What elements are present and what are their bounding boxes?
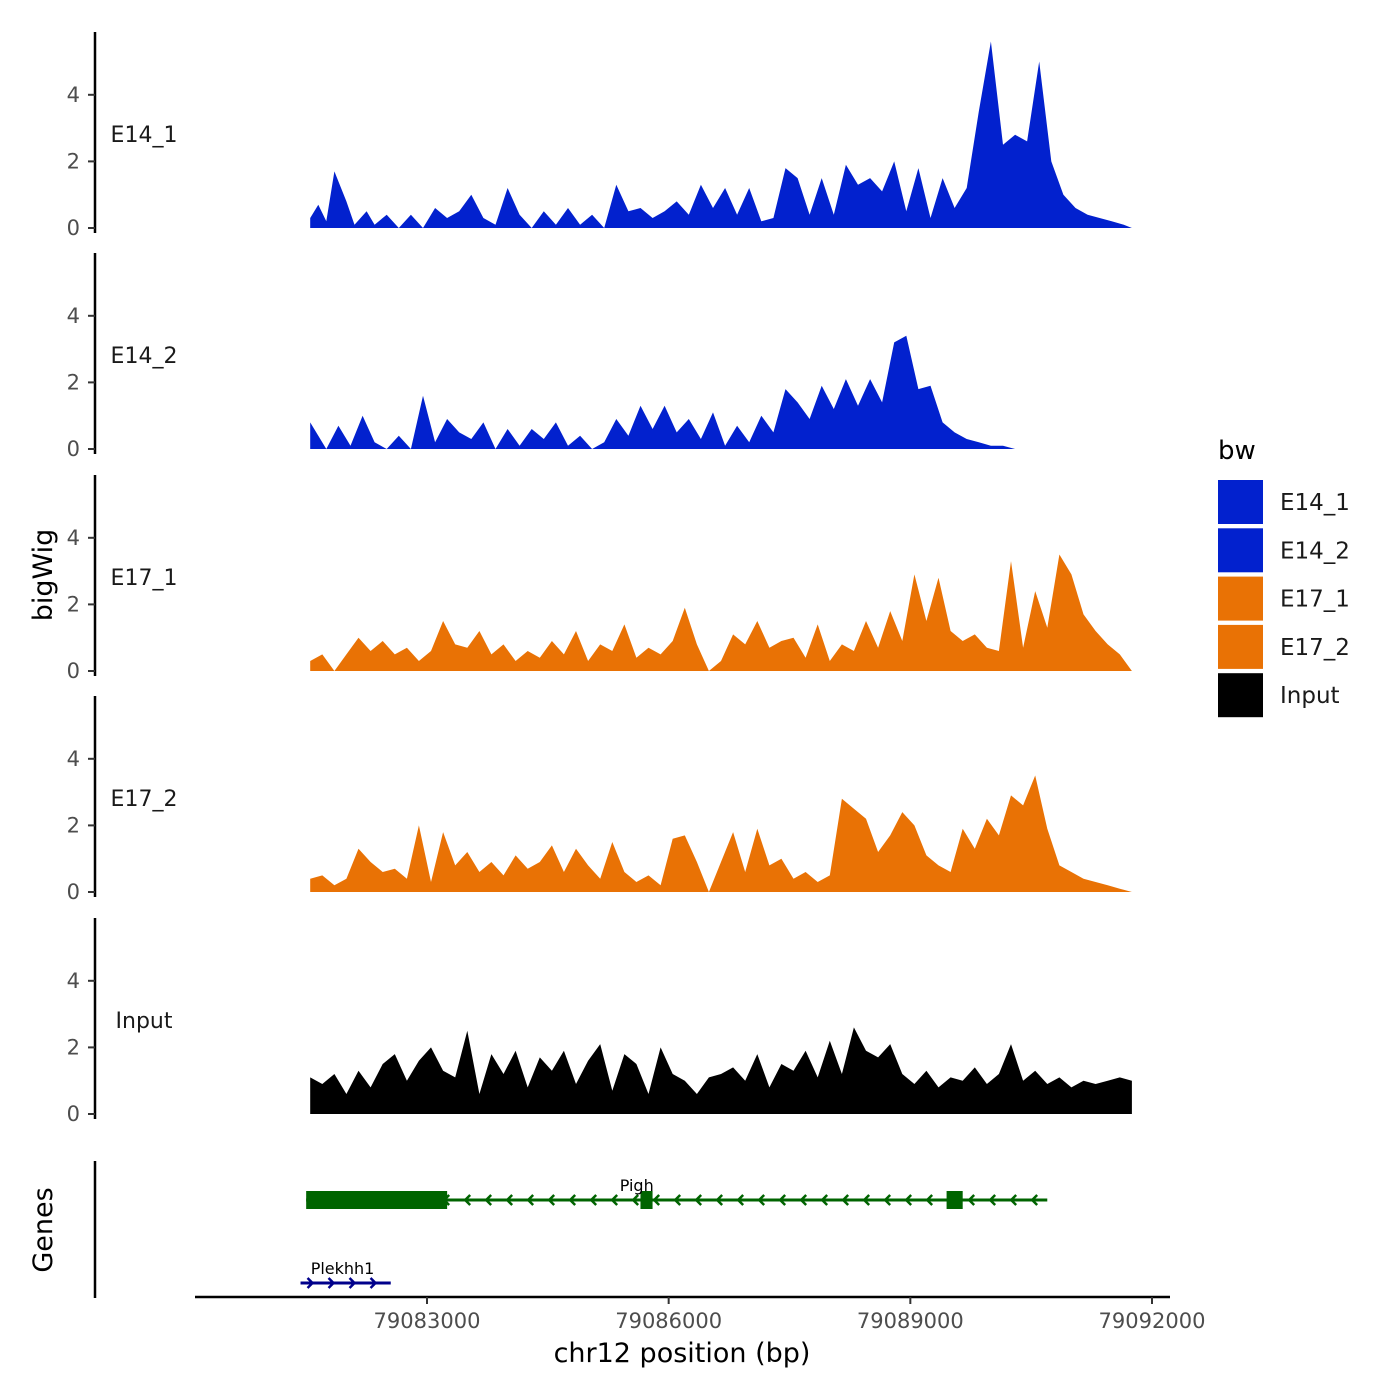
y-tick-label: 2: [67, 592, 80, 616]
strand-arrow: [463, 1194, 472, 1206]
y-tick-label: 4: [67, 747, 80, 771]
y-tick-label: 4: [67, 526, 80, 550]
strand-arrow: [348, 1277, 357, 1289]
strand-arrow: [757, 1194, 766, 1206]
strand-arrow: [841, 1194, 850, 1206]
track-input: 0 2 4 Input: [67, 918, 1132, 1126]
legend-key-input: [1218, 673, 1263, 718]
x-tick-label: 79086000: [615, 1309, 722, 1333]
strand-arrow: [631, 1194, 640, 1206]
y-tick-label: 0: [67, 1102, 80, 1126]
signal-area-e14_1: [310, 41, 1132, 228]
y-tick-label: 0: [67, 880, 80, 904]
legend-key-e17_1: [1218, 576, 1263, 621]
strand-arrow: [862, 1194, 871, 1206]
strand-arrow: [327, 1277, 336, 1289]
strand-arrow: [369, 1277, 378, 1289]
gene-exon: [640, 1191, 653, 1209]
legend-label: E17_1: [1280, 587, 1350, 613]
y-tick-label: 0: [67, 216, 80, 240]
strand-arrow: [610, 1194, 619, 1206]
track-label: E17_1: [111, 566, 178, 591]
track-e14_2: 0 2 4 E14_2: [67, 253, 1132, 461]
y-tick-label: 0: [67, 659, 80, 683]
signal-tracks: 0 2 4 E14_1 0 2 4 E14_2 0 2 4 E17_1 0 2 4 E17_2 0 2 4 Input: [67, 32, 1132, 1126]
gene-name-label: Pigh: [620, 1176, 654, 1195]
track-label: E17_2: [111, 787, 178, 812]
track-label: Input: [116, 1009, 173, 1034]
strand-arrow: [925, 1194, 934, 1206]
x-tick-label: 79083000: [374, 1309, 481, 1333]
strand-arrow: [967, 1194, 976, 1206]
x-axis-title: chr12 position (bp): [554, 1338, 811, 1369]
strand-arrow: [589, 1194, 598, 1206]
signal-area-e17_2: [310, 775, 1132, 892]
strand-arrow: [1009, 1194, 1018, 1206]
gene-name-label: Plekhh1: [311, 1259, 375, 1278]
y-axis-title: bigWig: [28, 529, 59, 622]
strand-arrow: [484, 1194, 493, 1206]
genes-panel: Pigh Plekhh1: [93, 1161, 1048, 1298]
strand-arrow: [904, 1194, 913, 1206]
strand-arrow: [526, 1194, 535, 1206]
y-tick-label: 4: [67, 83, 80, 107]
strand-arrow: [736, 1194, 745, 1206]
y-tick-label: 2: [67, 370, 80, 394]
gene-exon: [946, 1191, 963, 1209]
track-e14_1: 0 2 4 E14_1: [67, 32, 1132, 240]
strand-arrow: [883, 1194, 892, 1206]
legend-label: E17_2: [1280, 635, 1350, 661]
strand-arrow: [652, 1194, 661, 1206]
y-tick-label: 4: [67, 304, 80, 328]
legend-label: E14_2: [1280, 538, 1350, 564]
track-e17_2: 0 2 4 E17_2: [67, 696, 1132, 904]
legend-label: Input: [1280, 683, 1340, 709]
track-label: E14_2: [111, 344, 178, 369]
strand-arrow: [799, 1194, 808, 1206]
legend-title: bw: [1218, 436, 1256, 466]
strand-arrow: [1030, 1194, 1039, 1206]
legend-key-e17_2: [1218, 624, 1263, 669]
strand-arrow: [694, 1194, 703, 1206]
gene-exon: [306, 1191, 448, 1209]
signal-area-e14_2: [310, 335, 1132, 449]
strand-arrow: [505, 1194, 514, 1206]
y-tick-label: 2: [67, 1035, 80, 1059]
strand-arrow: [568, 1194, 577, 1206]
legend-key-e14_1: [1218, 480, 1263, 524]
x-axis: 79083000 79086000 79089000 79092000: [195, 1295, 1206, 1333]
strand-arrow: [988, 1194, 997, 1206]
x-tick-label: 79092000: [1099, 1309, 1206, 1333]
strand-arrow: [547, 1194, 556, 1206]
legend-label: E14_1: [1280, 490, 1350, 516]
signal-area-e17_1: [310, 554, 1132, 671]
y-tick-label: 4: [67, 969, 80, 993]
strand-arrow: [778, 1194, 787, 1206]
x-tick-label: 79089000: [857, 1309, 964, 1333]
signal-area-input: [310, 1027, 1132, 1114]
gene-plekhh1: Plekhh1: [300, 1259, 391, 1289]
y-tick-label: 2: [67, 813, 80, 837]
gene-pigh: Pigh: [306, 1176, 1048, 1209]
strand-arrow: [673, 1194, 682, 1206]
y-tick-label: 0: [67, 437, 80, 461]
strand-arrow: [820, 1194, 829, 1206]
y-tick-label: 2: [67, 149, 80, 173]
strand-arrow: [306, 1277, 315, 1289]
strand-arrow: [715, 1194, 724, 1206]
legend: bw E14_1 E14_2 E17_1 E17_2 Input: [1218, 436, 1350, 718]
track-label: E14_1: [111, 123, 178, 148]
genes-axis-title: Genes: [28, 1187, 59, 1272]
track-e17_1: 0 2 4 E17_1: [67, 475, 1132, 683]
legend-key-e14_2: [1218, 528, 1263, 573]
